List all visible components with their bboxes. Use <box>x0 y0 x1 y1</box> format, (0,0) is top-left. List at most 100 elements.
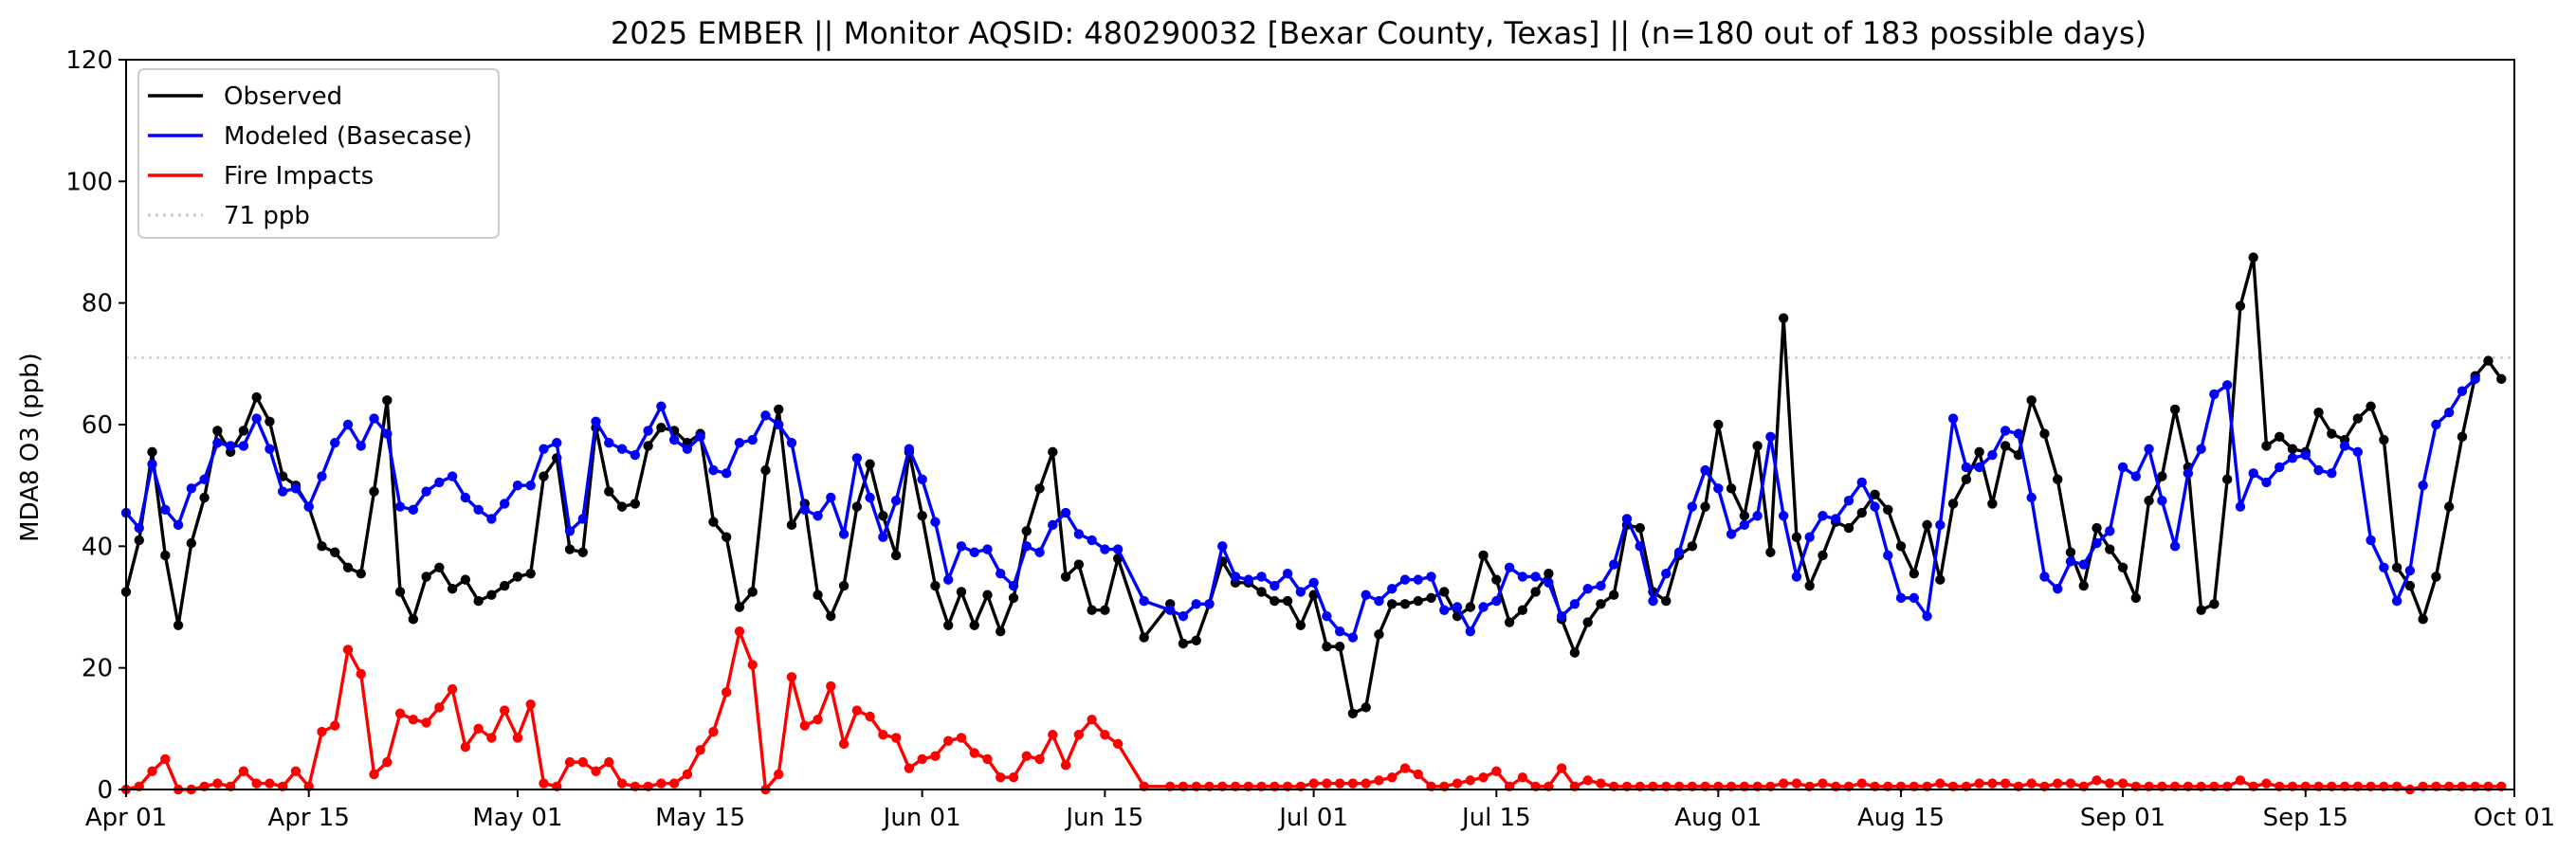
data-point-observed <box>1582 617 1593 627</box>
data-point-modeled-basecase <box>878 532 888 542</box>
data-point-modeled-basecase <box>1387 584 1398 594</box>
data-point-fire-impacts <box>2092 775 2102 786</box>
data-point-fire-impacts <box>1465 775 1476 786</box>
data-point-modeled-basecase <box>2196 444 2206 454</box>
x-tick-label: Sep 15 <box>2263 804 2348 832</box>
data-point-observed <box>1191 635 1201 645</box>
data-point-observed <box>2366 401 2376 411</box>
data-point-observed <box>2313 407 2324 418</box>
data-point-observed <box>1752 441 1763 451</box>
data-point-observed <box>2391 562 2402 572</box>
data-point-observed <box>1974 446 1984 458</box>
data-point-observed <box>473 595 484 607</box>
data-point-modeled-basecase <box>917 474 927 484</box>
data-point-modeled-basecase <box>2183 468 2194 479</box>
data-point-fire-impacts <box>1034 753 1045 765</box>
data-point-fire-impacts <box>616 778 628 789</box>
data-point-modeled-basecase <box>356 441 366 451</box>
data-point-observed <box>2130 592 2142 604</box>
data-point-modeled-basecase <box>1870 501 1880 512</box>
data-point-fire-impacts <box>865 711 875 722</box>
data-point-observed <box>1295 620 1306 630</box>
data-point-modeled-basecase <box>1544 577 1554 589</box>
data-point-modeled-basecase <box>747 434 758 445</box>
data-point-fire-impacts <box>851 705 863 716</box>
data-point-fire-impacts <box>1413 769 1423 780</box>
data-point-observed <box>813 590 823 600</box>
data-point-fire-impacts <box>1582 775 1593 786</box>
data-point-observed <box>1700 501 1710 512</box>
data-point-modeled-basecase <box>1661 569 1672 579</box>
data-point-observed <box>342 562 354 572</box>
data-point-modeled-basecase <box>512 480 523 491</box>
data-point-modeled-basecase <box>943 574 954 585</box>
data-point-observed <box>1804 580 1815 591</box>
data-point-fire-impacts <box>721 687 732 698</box>
data-point-observed <box>1048 446 1058 458</box>
y-axis-label: MDA8 O3 (ppb) <box>16 353 45 542</box>
data-point-modeled-basecase <box>656 401 667 411</box>
data-point-modeled-basecase <box>1334 626 1345 637</box>
x-tick-label: Aug 01 <box>1674 804 1762 832</box>
data-point-fire-impacts <box>1399 763 1411 773</box>
data-point-modeled-basecase <box>552 438 562 448</box>
data-point-observed <box>1517 605 1528 615</box>
data-point-modeled-basecase <box>826 492 836 503</box>
data-point-modeled-basecase <box>2144 444 2154 454</box>
data-point-observed <box>2352 413 2364 424</box>
data-point-fire-impacts <box>2235 775 2246 786</box>
data-point-modeled-basecase <box>238 441 249 451</box>
data-point-fire-impacts <box>904 763 915 773</box>
data-point-observed <box>1818 550 1828 561</box>
data-point-modeled-basecase <box>1191 599 1201 609</box>
data-point-modeled-basecase <box>2157 496 2167 506</box>
data-point-fire-impacts <box>826 681 836 692</box>
data-point-modeled-basecase <box>2418 480 2428 491</box>
data-point-modeled-basecase <box>394 501 406 512</box>
data-point-modeled-basecase <box>1270 580 1280 591</box>
data-point-fire-impacts <box>356 668 366 680</box>
data-point-modeled-basecase <box>1021 541 1032 552</box>
data-point-fire-impacts <box>539 778 549 789</box>
data-point-modeled-basecase <box>865 492 875 503</box>
data-point-modeled-basecase <box>1374 595 1384 607</box>
data-point-modeled-basecase <box>1308 577 1319 589</box>
data-point-modeled-basecase <box>1426 572 1436 582</box>
data-point-modeled-basecase <box>1243 574 1253 585</box>
data-point-observed <box>2117 562 2128 572</box>
data-point-modeled-basecase <box>1648 595 1658 607</box>
data-point-fire-impacts <box>996 771 1006 783</box>
data-point-modeled-basecase <box>682 444 693 454</box>
data-point-modeled-basecase <box>342 419 354 430</box>
data-point-modeled-basecase <box>2026 492 2037 503</box>
data-point-modeled-basecase <box>173 519 184 531</box>
data-point-modeled-basecase <box>1100 544 1110 554</box>
data-point-modeled-basecase <box>186 483 197 494</box>
data-point-modeled-basecase <box>1922 610 1932 622</box>
data-point-observed <box>1361 702 1371 713</box>
data-point-observed <box>1947 499 1959 509</box>
data-point-fire-impacts <box>1334 778 1345 789</box>
x-tick-label: Jul 01 <box>1277 804 1348 832</box>
data-point-observed <box>1791 532 1802 542</box>
data-point-fire-impacts <box>369 769 379 780</box>
data-point-modeled-basecase <box>1112 544 1124 554</box>
data-point-fire-impacts <box>1478 771 1489 783</box>
data-point-observed <box>865 459 875 469</box>
data-point-observed <box>265 416 275 426</box>
data-point-observed <box>447 584 458 594</box>
data-point-observed <box>2327 428 2337 439</box>
data-point-observed <box>1935 574 1946 585</box>
data-point-modeled-basecase <box>1087 535 1097 546</box>
data-point-modeled-basecase <box>774 419 784 430</box>
data-point-modeled-basecase <box>1935 519 1946 531</box>
data-point-fire-impacts <box>786 672 797 682</box>
x-tick-label: Apr 01 <box>85 804 167 832</box>
data-point-fire-impacts <box>734 626 745 637</box>
data-point-observed <box>2235 300 2246 312</box>
data-point-modeled-basecase <box>1230 572 1241 582</box>
data-point-modeled-basecase <box>2275 462 2285 473</box>
data-point-observed <box>2039 428 2050 439</box>
data-point-modeled-basecase <box>1034 547 1045 557</box>
